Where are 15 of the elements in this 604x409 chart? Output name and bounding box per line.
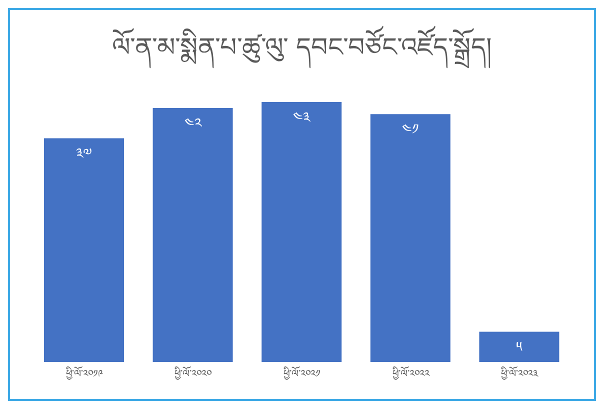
data-label: ༤༡: [402, 122, 419, 138]
bar: [370, 114, 450, 362]
x-tick-label: ཕྱི་ལོ་༢༠༢༠: [174, 366, 213, 380]
data-label: ༥: [516, 340, 524, 356]
x-tick-label: ཕྱི་ལོ་༢༠༢༡: [284, 366, 320, 380]
data-label: ༣༧: [76, 146, 92, 162]
bar: [479, 332, 560, 362]
bar: [44, 138, 124, 362]
x-tick-label: ཕྱི་ལོ་༢༠༢༢: [392, 366, 430, 380]
data-label: ༤༣: [293, 110, 312, 126]
x-tick-label: ཕྱི་ལོ་༢༠༡༩: [66, 366, 103, 380]
bar: [152, 108, 233, 362]
data-label: ༤༢: [184, 116, 202, 132]
bar: [262, 102, 342, 362]
x-tick-label: ཕྱི་ལོ་༢༠༢༣: [501, 366, 540, 380]
